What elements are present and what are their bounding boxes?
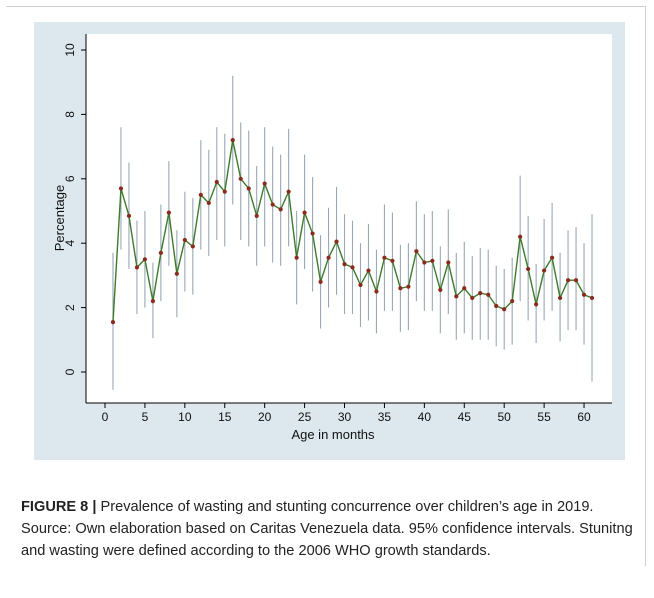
x-tick-label-35: 35: [378, 410, 392, 424]
x-tick-label-15: 15: [218, 410, 232, 424]
data-point-44: [454, 294, 459, 299]
caption-text: Prevalence of wasting and stunting concu…: [21, 499, 633, 559]
data-point-32: [358, 282, 363, 288]
data-point-23: [286, 189, 291, 194]
data-point-48: [486, 292, 491, 297]
y-tick-label-0: 0: [63, 368, 77, 375]
chart-figure: 0 2 4 6 8 10 0 5 10 15 20 25 30 35 40 45 50 55 60 Age in …: [34, 22, 625, 460]
data-point-11: [190, 244, 195, 249]
data-point-47: [478, 291, 483, 296]
data-point-9: [174, 271, 179, 276]
data-point-12: [198, 192, 203, 197]
data-point-3: [126, 213, 132, 218]
data-point-41: [430, 258, 435, 264]
data-point-37: [398, 286, 403, 291]
y-tick-label-8: 8: [63, 111, 77, 118]
data-point-30: [342, 262, 347, 267]
data-point-28: [326, 255, 331, 260]
data-point-8: [166, 210, 171, 215]
data-point-51: [510, 299, 515, 304]
data-point-35: [382, 255, 387, 260]
data-point-49: [494, 303, 499, 309]
data-point-6: [150, 299, 156, 304]
y-tick-label-2: 2: [63, 304, 77, 311]
x-tick-label-0: 0: [102, 410, 109, 424]
data-point-5: [142, 257, 148, 262]
data-point-61: [589, 295, 595, 301]
x-tick-label-10: 10: [178, 410, 192, 424]
data-point-43: [446, 260, 451, 265]
plot-area: [86, 34, 612, 403]
x-tick-label-55: 55: [537, 410, 551, 424]
data-point-40: [422, 260, 427, 265]
data-point-7: [158, 250, 163, 255]
x-tick-label-40: 40: [418, 410, 432, 424]
data-point-34: [374, 289, 379, 294]
caption-label: FIGURE 8 |: [21, 499, 97, 515]
x-axis-ticks: 0 5 10 15 20 25 30 35 40 45 50 55 60: [102, 403, 591, 424]
data-point-36: [390, 258, 395, 264]
x-tick-label-5: 5: [142, 410, 149, 424]
data-point-53: [526, 266, 531, 272]
x-tick-label-25: 25: [298, 410, 312, 424]
y-tick-label-10: 10: [63, 43, 77, 57]
data-point-20: [262, 181, 267, 186]
data-point-52: [518, 234, 523, 239]
data-point-31: [350, 265, 355, 270]
y-tick-label-6: 6: [63, 175, 77, 182]
data-point-54: [534, 302, 539, 307]
data-points: [110, 138, 595, 325]
data-point-1: [110, 319, 116, 325]
x-tick-label-20: 20: [258, 410, 272, 424]
data-point-57: [557, 295, 563, 301]
data-point-27: [318, 279, 323, 284]
data-point-50: [502, 307, 507, 312]
data-point-39: [414, 249, 419, 254]
data-point-38: [406, 284, 411, 289]
y-tick-label-4: 4: [63, 240, 77, 247]
line-chart: 0 2 4 6 8 10 0 5 10 15 20 25 30 35 40 45 50 55 60 Age in …: [52, 34, 612, 442]
data-point-33: [366, 268, 371, 273]
figure-caption: FIGURE 8 | Prevalence of wasting and stu…: [21, 496, 633, 562]
data-point-4: [134, 265, 140, 270]
data-point-55: [542, 268, 547, 273]
x-tick-label-60: 60: [577, 410, 591, 424]
data-point-56: [549, 255, 555, 260]
y-axis-ticks: 0 2 4 6 8 10: [63, 43, 86, 375]
data-point-21: [270, 202, 275, 207]
data-point-25: [302, 210, 307, 215]
data-point-22: [278, 207, 283, 212]
y-axis-title: Percentage: [52, 185, 67, 252]
data-point-24: [294, 255, 299, 260]
data-point-17: [238, 176, 243, 181]
data-point-13: [206, 200, 211, 206]
data-point-59: [573, 278, 579, 283]
data-point-2: [118, 186, 124, 191]
x-axis-title: Age in months: [291, 427, 375, 442]
data-point-19: [254, 213, 259, 218]
x-tick-label-30: 30: [338, 410, 352, 424]
data-point-14: [214, 179, 219, 185]
data-point-42: [438, 287, 443, 292]
figure-frame: [6, 6, 646, 566]
data-point-10: [182, 237, 187, 243]
data-point-60: [581, 292, 587, 297]
x-tick-label-50: 50: [498, 410, 512, 424]
data-point-45: [462, 286, 467, 291]
data-point-15: [222, 189, 227, 194]
data-point-18: [246, 186, 251, 191]
data-point-26: [310, 231, 315, 236]
data-point-29: [334, 239, 339, 244]
data-point-16: [230, 138, 235, 143]
x-tick-label-45: 45: [458, 410, 472, 424]
data-point-46: [470, 295, 475, 301]
data-point-58: [565, 278, 571, 283]
